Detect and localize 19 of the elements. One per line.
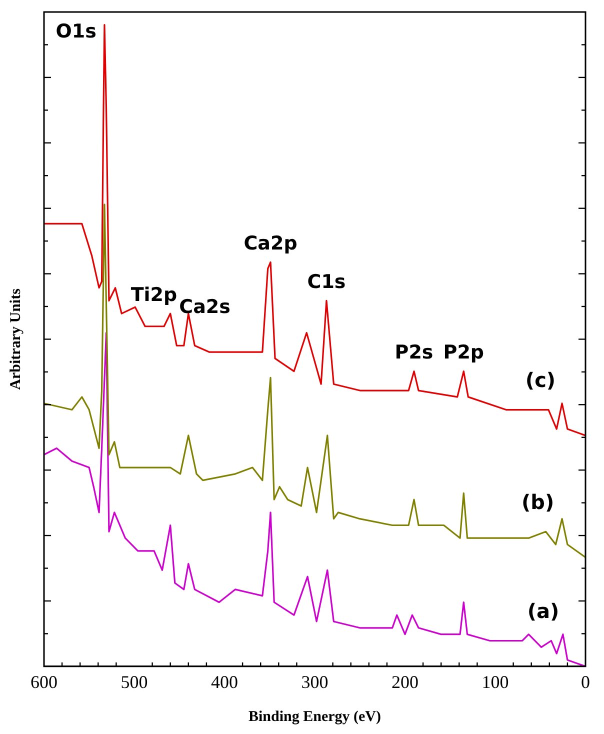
x-tick-label: 0 bbox=[581, 672, 590, 692]
x-axis-title: Binding Energy (eV) bbox=[248, 708, 382, 725]
annotation: Ti2p bbox=[130, 284, 178, 306]
series-label: (b) bbox=[521, 490, 554, 514]
x-tick-label: 200 bbox=[392, 672, 418, 692]
x-tick-label: 300 bbox=[301, 672, 328, 692]
annotation: P2s bbox=[394, 342, 434, 364]
y-axis-title: Arbitrary Units bbox=[8, 288, 24, 390]
x-tick-label: 400 bbox=[211, 672, 238, 692]
annotation: C1s bbox=[307, 271, 346, 294]
x-tick-label: 600 bbox=[30, 672, 58, 692]
annotation: Ca2s bbox=[179, 296, 230, 318]
annotation: Ca2p bbox=[244, 232, 298, 255]
annotation: P2p bbox=[443, 342, 484, 364]
series-label: (c) bbox=[525, 368, 556, 392]
annotation: O1s bbox=[56, 20, 96, 42]
series-label: (a) bbox=[527, 598, 560, 623]
x-tick-label: 500 bbox=[120, 672, 148, 692]
x-tick-label: 100 bbox=[482, 672, 509, 692]
